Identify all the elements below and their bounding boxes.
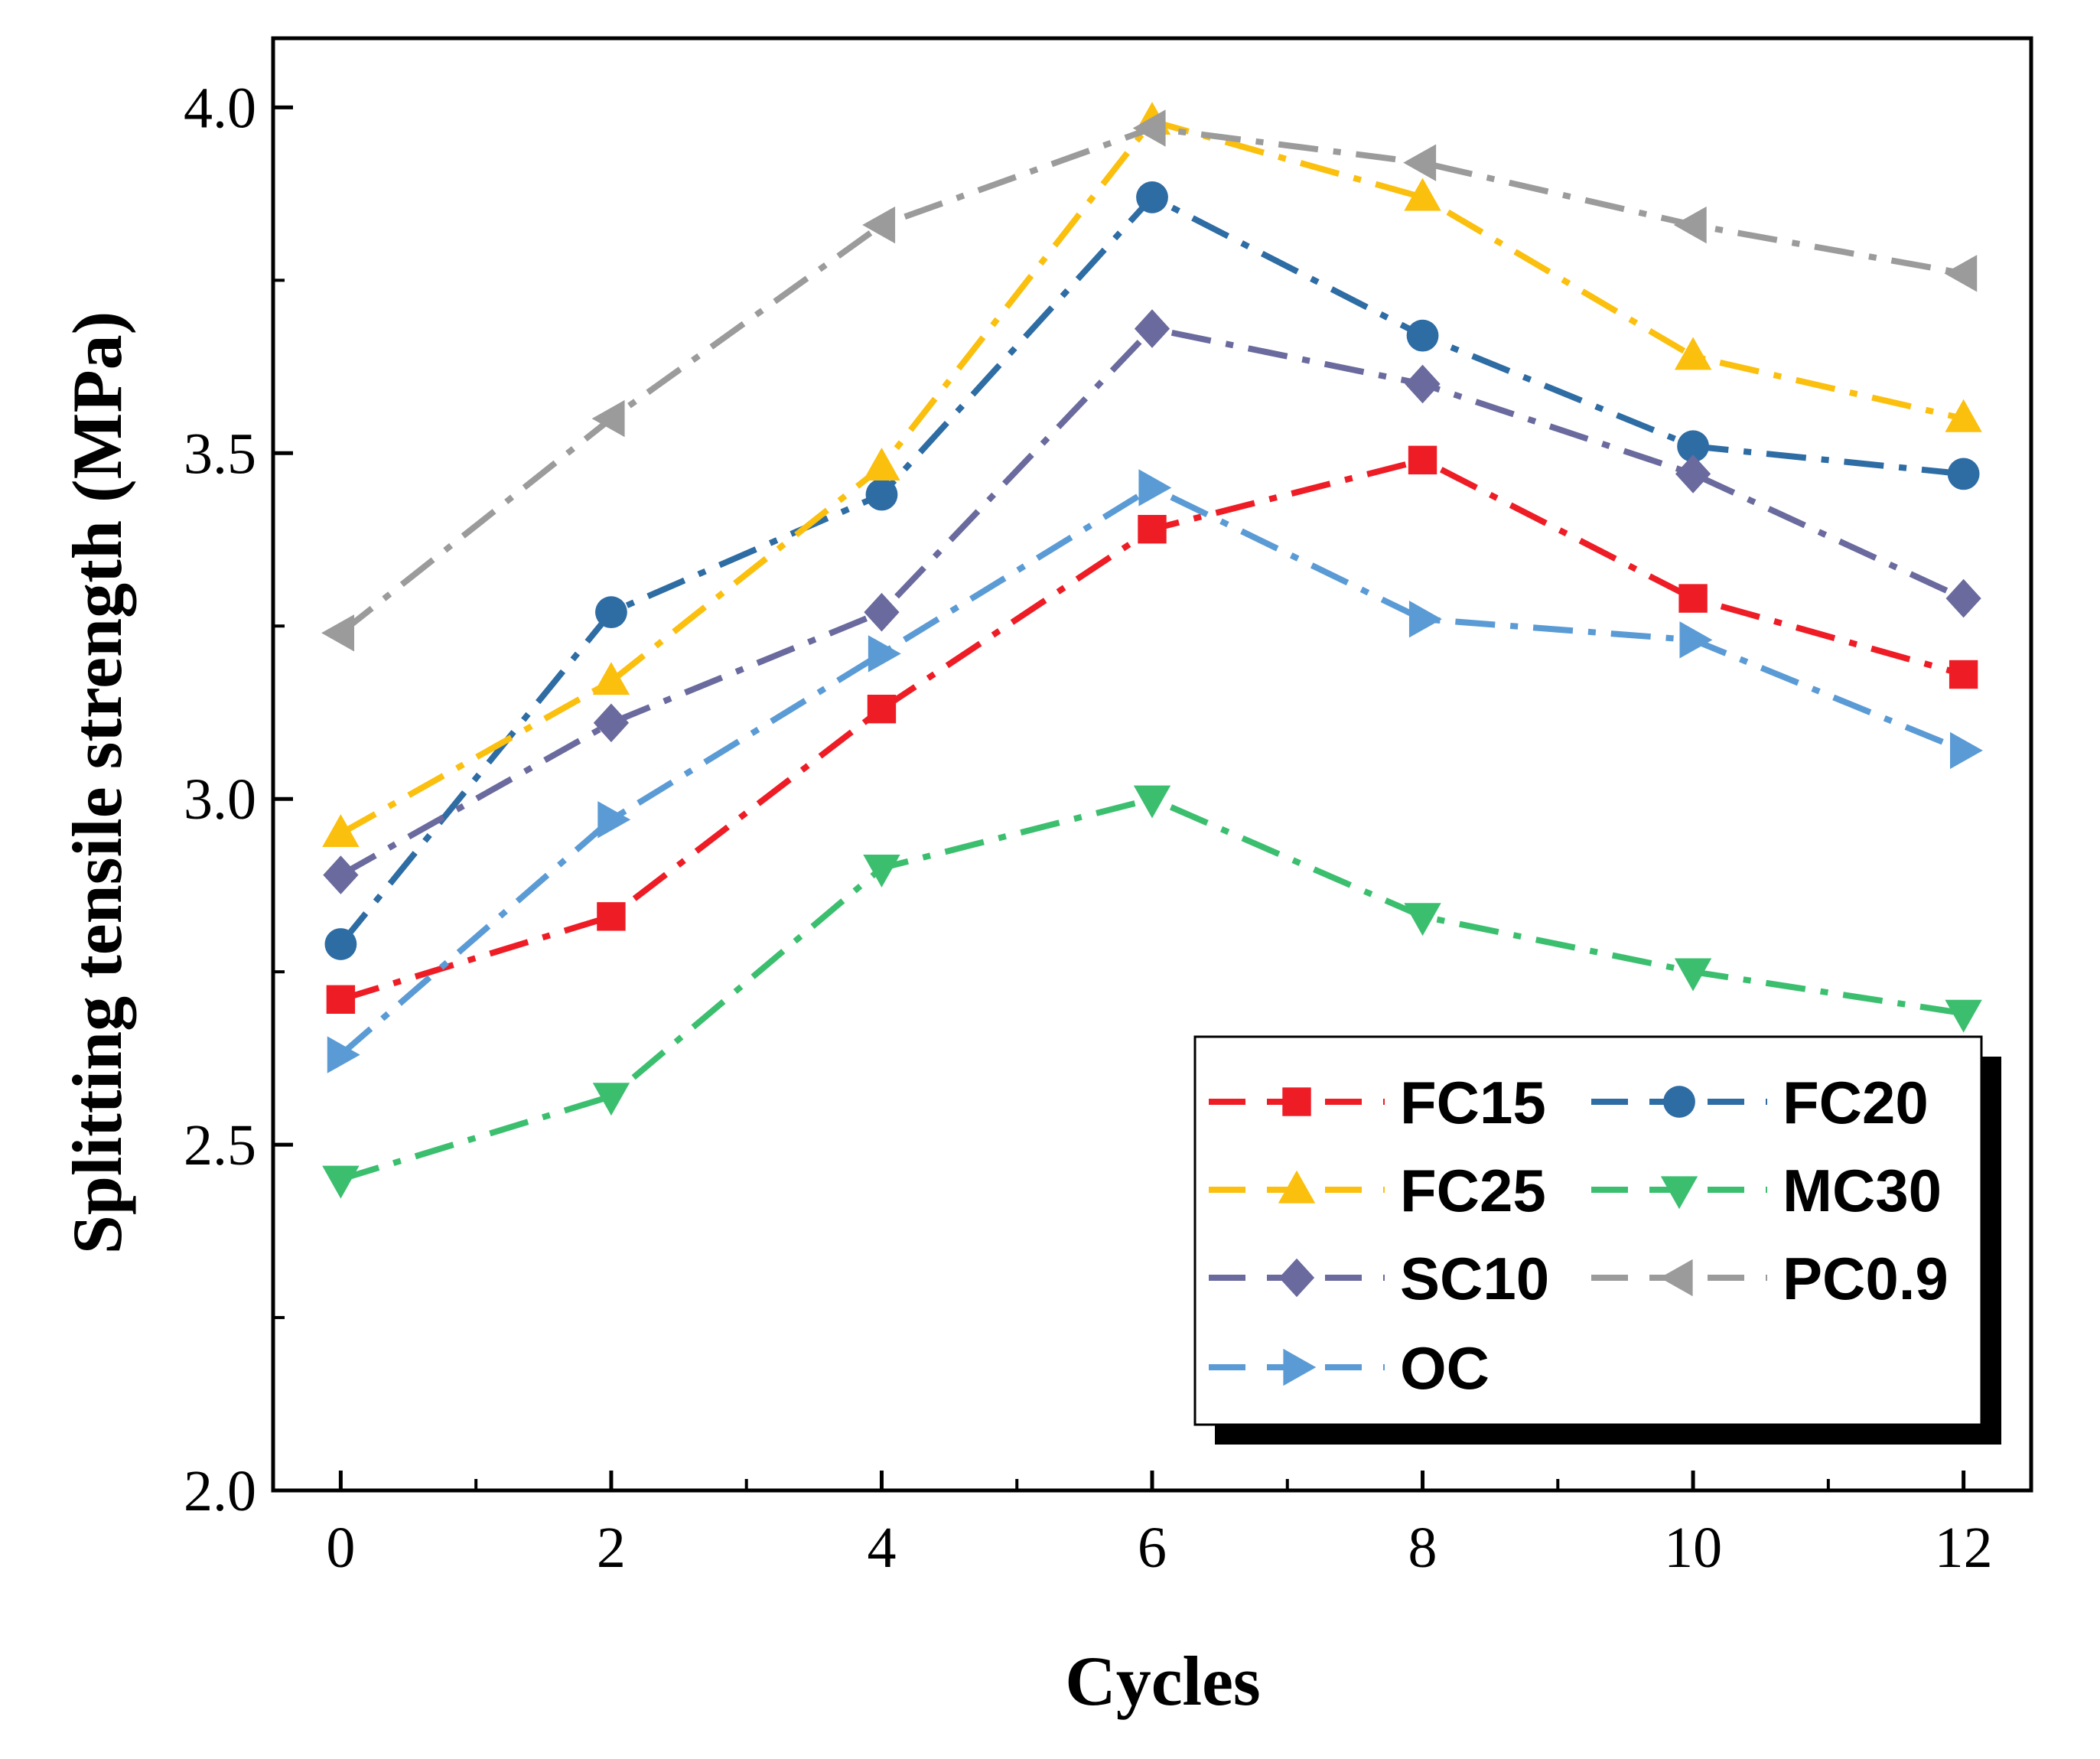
data-point-mc30 bbox=[322, 1165, 360, 1199]
legend-label: MC30 bbox=[1783, 1157, 1942, 1224]
legend-label: OC bbox=[1400, 1334, 1490, 1402]
data-point-mc30 bbox=[1945, 999, 1982, 1033]
series-group bbox=[321, 102, 1983, 1199]
y-tick-label: 3.5 bbox=[184, 422, 256, 486]
series-sc10 bbox=[323, 309, 1981, 894]
x-tick-label: 12 bbox=[1935, 1516, 1993, 1580]
legend-label: FC15 bbox=[1400, 1069, 1546, 1136]
series-pc0-9 bbox=[321, 109, 1978, 652]
legend-item-oc: OC bbox=[1209, 1334, 1490, 1402]
series-oc bbox=[327, 469, 1983, 1073]
data-point-pc0-9 bbox=[1944, 255, 1978, 292]
data-point-pc0-9 bbox=[1132, 109, 1166, 147]
legend-item-fc15: FC15 bbox=[1209, 1069, 1546, 1136]
data-point-sc10 bbox=[593, 703, 630, 743]
data-point-fc20 bbox=[324, 928, 357, 960]
data-point-fc25 bbox=[1945, 399, 1982, 432]
data-point-fc20 bbox=[595, 596, 627, 629]
data-point-fc20 bbox=[1677, 430, 1709, 463]
y-tick-label: 2.0 bbox=[184, 1459, 256, 1523]
legend-marker bbox=[1282, 1087, 1311, 1116]
series-mc30 bbox=[322, 785, 1982, 1199]
data-point-sc10 bbox=[323, 855, 359, 894]
data-point-sc10 bbox=[1405, 364, 1441, 404]
data-point-fc15 bbox=[867, 694, 897, 724]
data-point-pc0-9 bbox=[862, 206, 896, 244]
data-point-fc20 bbox=[865, 478, 898, 511]
data-point-fc15 bbox=[1678, 584, 1708, 613]
legend-item-sc10: SC10 bbox=[1209, 1245, 1549, 1312]
x-axis-title: Cycles bbox=[1065, 1642, 1260, 1720]
data-point-sc10 bbox=[1675, 454, 1711, 493]
legend-marker bbox=[1660, 1176, 1698, 1210]
data-point-fc25 bbox=[322, 814, 360, 847]
data-point-oc bbox=[1950, 731, 1983, 770]
legend-marker bbox=[1283, 1348, 1317, 1386]
legend-item-fc20: FC20 bbox=[1591, 1069, 1929, 1136]
legend-marker bbox=[1278, 1170, 1316, 1204]
legend-item-fc25: FC25 bbox=[1209, 1157, 1546, 1224]
legend-marker bbox=[1278, 1258, 1315, 1298]
x-tick-label: 10 bbox=[1664, 1516, 1722, 1580]
data-point-fc15 bbox=[326, 985, 356, 1014]
legend: FC15 FC20 FC25 MC30 SC10 PC0.9 OC bbox=[1193, 1035, 2001, 1445]
data-point-mc30 bbox=[1133, 785, 1171, 819]
x-tick-label: 4 bbox=[867, 1516, 896, 1580]
data-point-pc0-9 bbox=[1403, 144, 1437, 181]
data-point-oc bbox=[1408, 601, 1442, 638]
data-point-fc20 bbox=[1136, 181, 1168, 213]
data-point-mc30 bbox=[1404, 903, 1441, 937]
data-point-fc20 bbox=[1406, 319, 1439, 352]
series-fc20 bbox=[324, 181, 1980, 960]
legend-item-mc30: MC30 bbox=[1591, 1157, 1942, 1224]
x-tick-label: 0 bbox=[326, 1516, 355, 1580]
data-point-fc15 bbox=[1408, 445, 1437, 475]
data-point-pc0-9 bbox=[1673, 206, 1707, 244]
y-tick-label: 3.0 bbox=[184, 767, 256, 832]
data-point-pc0-9 bbox=[591, 399, 625, 438]
data-point-fc15 bbox=[1138, 515, 1167, 544]
y-axis-title: Splitting tensile strength (MPa) bbox=[58, 311, 136, 1255]
data-point-fc25 bbox=[863, 448, 900, 480]
y-tick-label: 2.5 bbox=[184, 1113, 256, 1178]
data-point-fc25 bbox=[592, 662, 630, 695]
data-point-oc bbox=[327, 1036, 360, 1073]
y-tick-label: 4.0 bbox=[184, 76, 256, 140]
data-point-fc20 bbox=[1947, 458, 1980, 490]
data-point-sc10 bbox=[864, 592, 900, 632]
legend-label: FC25 bbox=[1400, 1157, 1546, 1224]
data-point-fc25 bbox=[1674, 337, 1712, 370]
data-point-pc0-9 bbox=[321, 614, 354, 652]
data-point-oc bbox=[597, 801, 631, 839]
legend-item-pc0-9: PC0.9 bbox=[1591, 1245, 1949, 1312]
data-point-sc10 bbox=[1945, 578, 1981, 618]
data-point-oc bbox=[1138, 469, 1172, 507]
legend-label: PC0.9 bbox=[1783, 1245, 1949, 1312]
x-tick-label: 8 bbox=[1408, 1516, 1437, 1580]
legend-label: FC20 bbox=[1783, 1069, 1929, 1136]
data-point-fc15 bbox=[1949, 660, 1978, 689]
legend-label: SC10 bbox=[1400, 1245, 1549, 1312]
data-point-oc bbox=[1679, 621, 1713, 659]
data-point-sc10 bbox=[1134, 309, 1170, 348]
data-point-fc25 bbox=[1404, 178, 1441, 211]
series-fc15 bbox=[326, 445, 1978, 1014]
data-point-oc bbox=[868, 635, 901, 673]
data-point-mc30 bbox=[592, 1083, 630, 1116]
x-tick-label: 6 bbox=[1138, 1516, 1167, 1580]
data-point-fc15 bbox=[597, 902, 626, 931]
x-tick-label: 2 bbox=[597, 1516, 626, 1580]
data-point-mc30 bbox=[863, 854, 900, 888]
data-point-mc30 bbox=[1674, 958, 1712, 992]
legend-marker bbox=[1659, 1259, 1693, 1297]
legend-marker bbox=[1663, 1086, 1695, 1118]
axes: 2.0 2.5 3.0 3.5 4.0 0 2 4 6 8 10 12 bbox=[184, 36, 2033, 1580]
